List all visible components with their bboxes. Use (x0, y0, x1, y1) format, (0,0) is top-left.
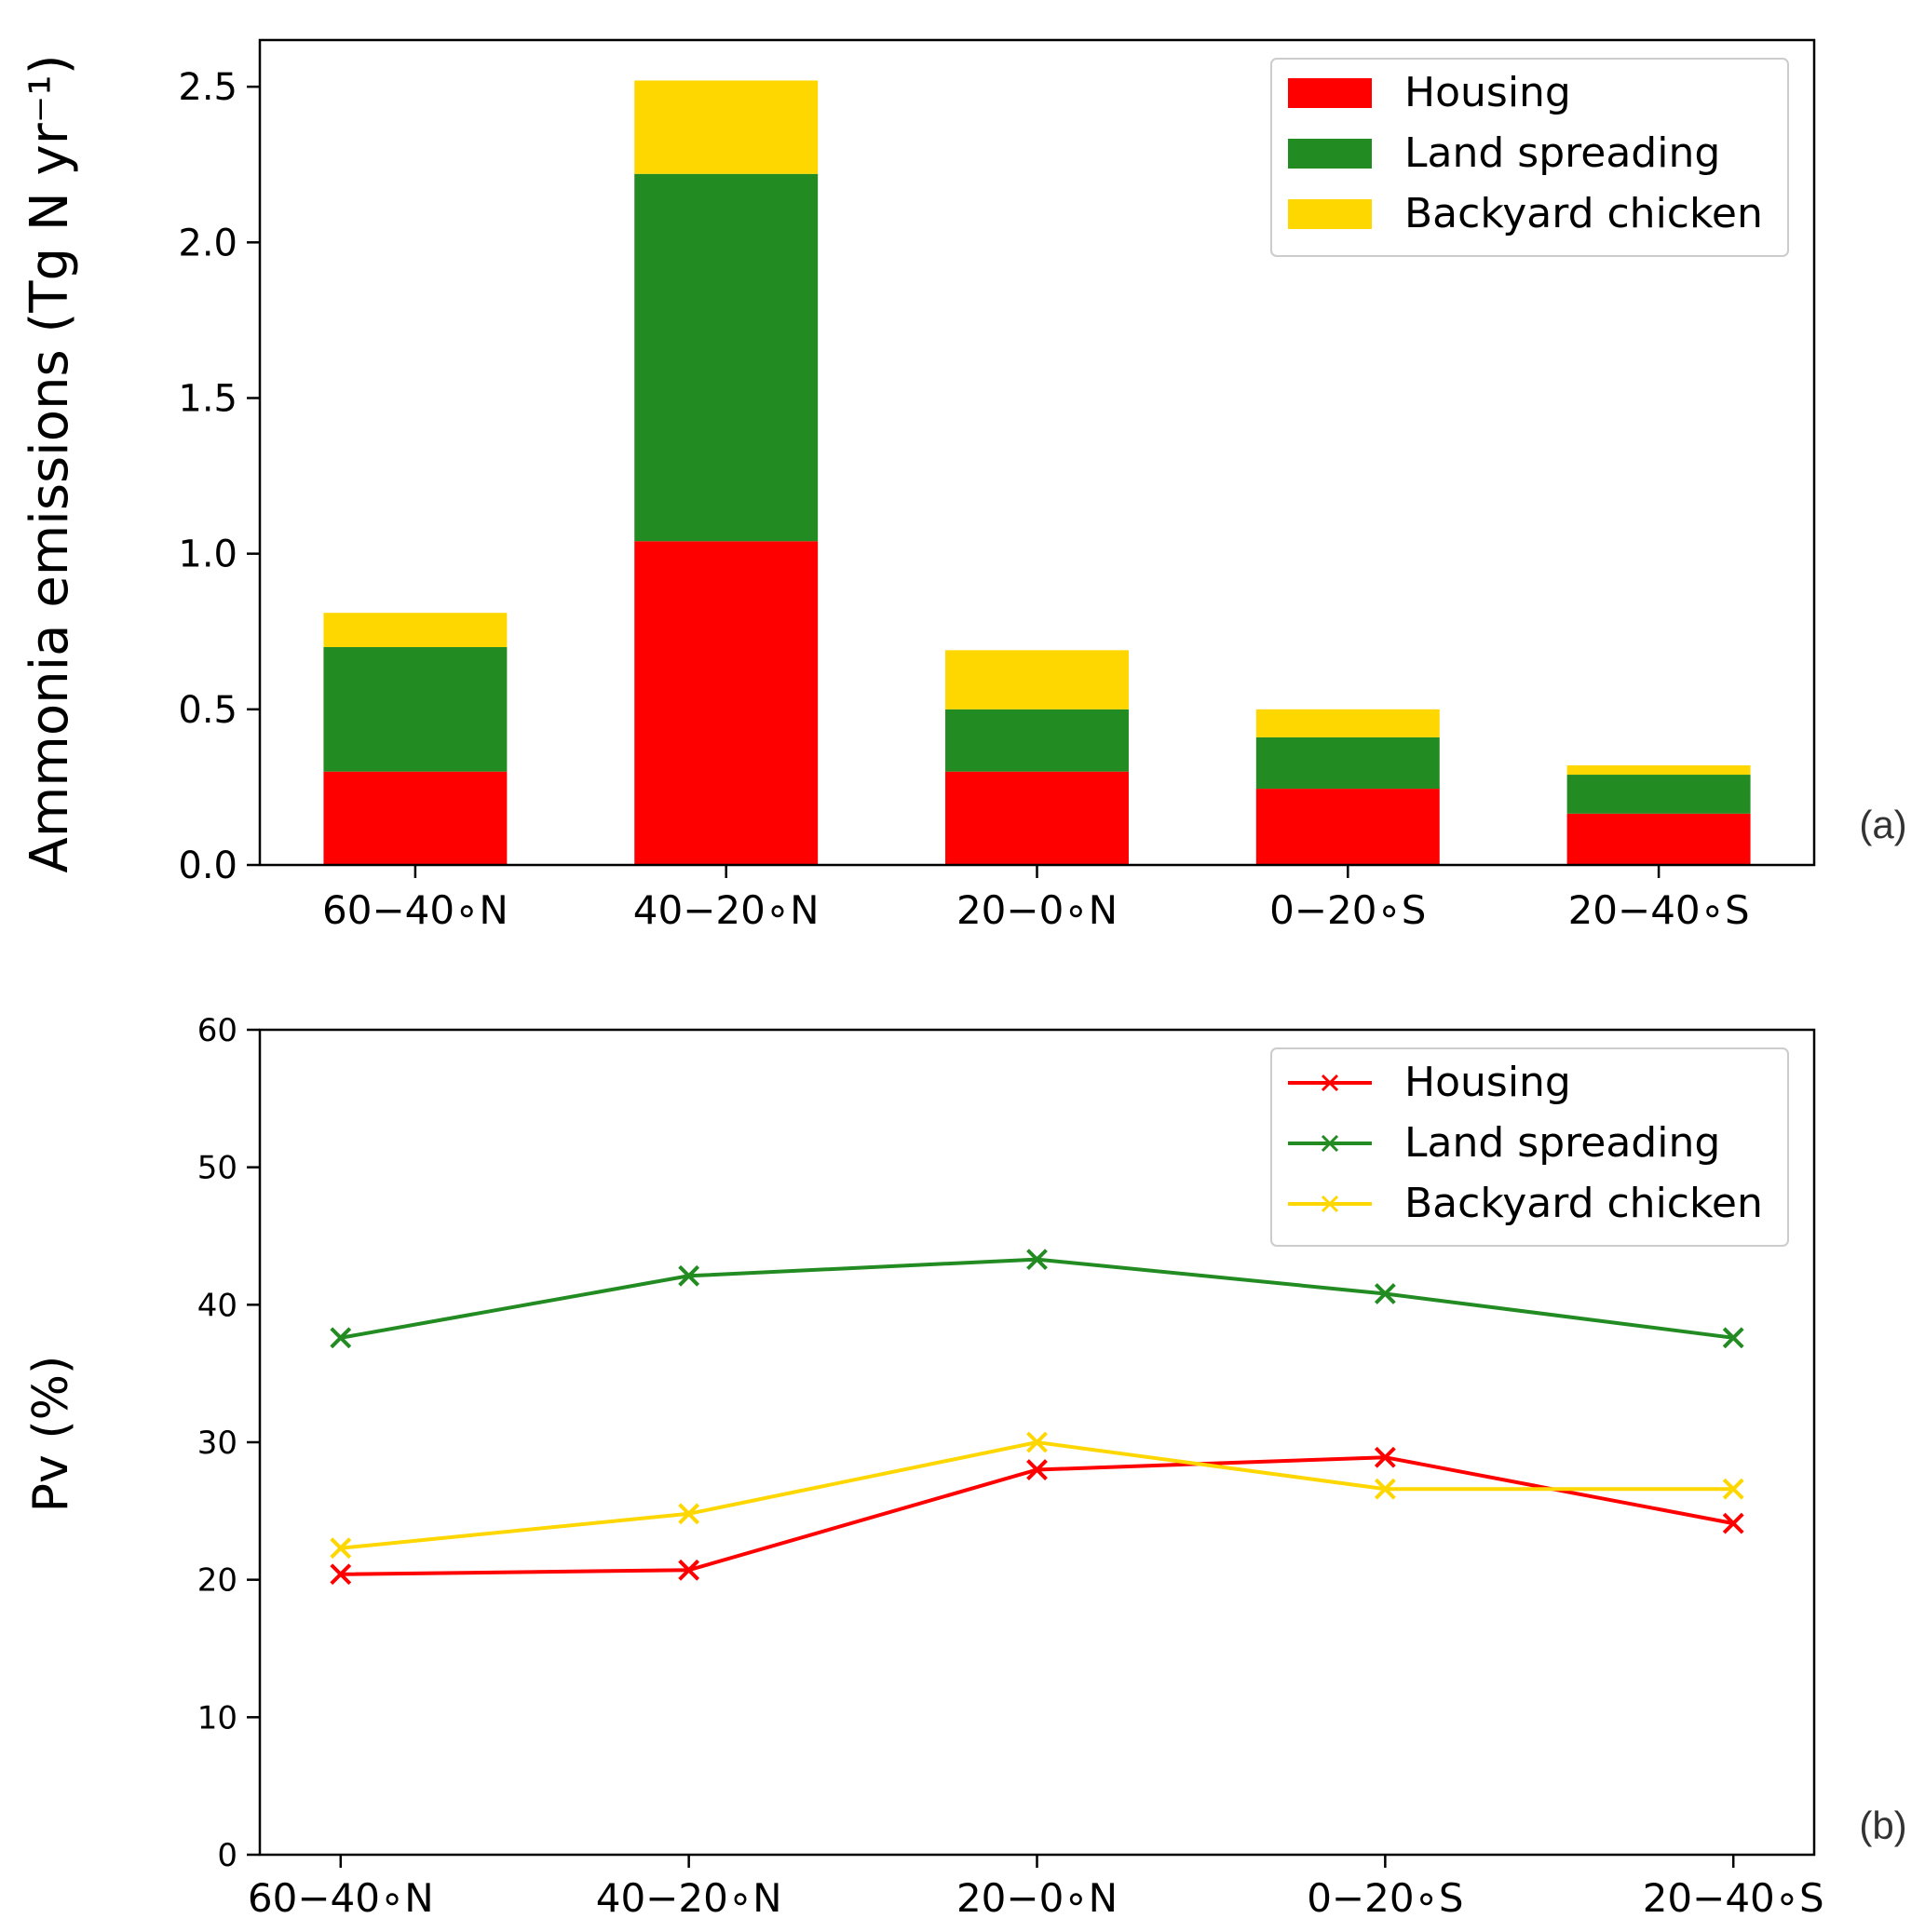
series-line (340, 1455, 1734, 1576)
data-point-marker (1026, 1459, 1048, 1480)
data-point-marker (678, 1264, 700, 1287)
legend-swatch (1288, 199, 1372, 229)
bar-segment (323, 771, 508, 865)
y-tick-label: 20 (197, 1562, 237, 1600)
series-lines (330, 1249, 1744, 1586)
y-tick-label: 50 (197, 1150, 237, 1187)
x-tick-label: 20−0∘N (956, 887, 1118, 933)
data-point-marker (678, 1503, 700, 1525)
y-tick-label: 2.5 (178, 66, 237, 109)
legend-swatch (1288, 78, 1372, 108)
legend-marker (1321, 1074, 1339, 1092)
x-tick-label: 0−20∘S (1269, 887, 1426, 933)
y-tick-label: 1.0 (178, 534, 237, 576)
series-line (340, 1439, 1734, 1550)
bar-segment (945, 709, 1129, 772)
data-point-marker (1374, 1478, 1396, 1500)
y-tick-label: 10 (197, 1699, 237, 1736)
panel-label: (b) (1859, 1804, 1906, 1847)
data-point-marker (1026, 1249, 1048, 1271)
bar-segment (945, 650, 1129, 709)
bar-segment (1566, 775, 1751, 814)
legend-frame (1270, 1047, 1789, 1247)
line-chart-panel: 0 10 20 30 40 50 60 60−40∘N 40−20∘N 20−0∘N 0−20∘S… (23, 1012, 1907, 1921)
y-axis: 0 10 20 30 40 50 60 (197, 1012, 260, 1874)
legend-label: Backyard chicken (1404, 1180, 1763, 1227)
legend-marker (1321, 1195, 1339, 1213)
legend-frame (1270, 58, 1789, 257)
legend-label: Backyard chicken (1404, 190, 1763, 237)
legend: Housing Land spreading Backyard chicken (1270, 1047, 1789, 1247)
data-point-marker (1722, 1512, 1744, 1534)
x-axis: 60−40∘N 40−20∘N 20−0∘N 0−20∘S 20−40∘S (248, 1855, 1824, 1921)
data-point-marker (678, 1559, 700, 1581)
bar-segment (1566, 765, 1751, 776)
x-tick-label: 20−0∘N (956, 1875, 1118, 1921)
bar-segment (634, 80, 819, 174)
bar-group (323, 80, 1751, 865)
legend-label: Land spreading (1404, 1119, 1720, 1167)
bar-segment (634, 541, 819, 865)
panel-label: (a) (1859, 803, 1906, 846)
x-tick-label: 40−20∘N (596, 1875, 782, 1921)
bar-segment (945, 771, 1129, 865)
y-tick-label: 0.5 (178, 689, 237, 732)
data-point-marker (1722, 1478, 1744, 1500)
data-point-marker (330, 1537, 352, 1560)
bar-segment (634, 173, 819, 542)
y-tick-label: 0.0 (178, 844, 237, 887)
legend-label: Land spreading (1404, 129, 1720, 177)
legend-label: Housing (1404, 69, 1571, 116)
legend-swatch (1288, 139, 1372, 169)
legend-label: Housing (1404, 1059, 1571, 1106)
data-point-marker (1722, 1327, 1744, 1349)
x-tick-label: 40−20∘N (633, 887, 820, 933)
y-tick-label: 2.0 (178, 222, 237, 264)
y-axis-label: Pv (%) (23, 1356, 79, 1513)
x-tick-label: 20−40∘S (1643, 1875, 1824, 1921)
y-tick-label: 1.5 (178, 377, 237, 420)
data-point-marker (1374, 1283, 1396, 1304)
bar-segment (323, 646, 508, 772)
bar-chart-panel: 0.0 0.5 1.0 1.5 2.0 2.5 60−40∘N 40−20∘N 20−0∘N 0… (20, 38, 1907, 933)
x-axis: 60−40∘N 40−20∘N 20−0∘N 0−20∘S 20−40∘S (322, 865, 1750, 933)
y-axis: 0.0 0.5 1.0 1.5 2.0 2.5 (178, 66, 260, 887)
bar-segment (1255, 789, 1440, 865)
data-point-marker (1374, 1446, 1396, 1468)
data-point-marker (330, 1563, 352, 1586)
bar-segment (323, 613, 508, 647)
x-tick-label: 20−40∘S (1568, 887, 1750, 933)
bar-segment (1255, 709, 1440, 737)
series-line (340, 1257, 1734, 1340)
legend-marker (1321, 1134, 1339, 1153)
data-point-marker (1026, 1431, 1048, 1453)
y-axis-label: Ammonia emissions (Tg N yr⁻¹) (20, 54, 80, 872)
x-tick-label: 60−40∘N (248, 1875, 434, 1921)
y-tick-label: 0 (217, 1837, 237, 1874)
x-tick-label: 60−40∘N (322, 887, 508, 933)
y-tick-label: 60 (197, 1012, 237, 1049)
legend: Housing Land spreading Backyard chicken (1270, 58, 1789, 257)
y-tick-label: 40 (197, 1287, 237, 1324)
bar-segment (1255, 736, 1440, 790)
data-point-marker (330, 1327, 352, 1349)
y-tick-label: 30 (197, 1425, 237, 1462)
bar-segment (1566, 813, 1751, 865)
x-tick-label: 0−20∘S (1307, 1875, 1463, 1921)
